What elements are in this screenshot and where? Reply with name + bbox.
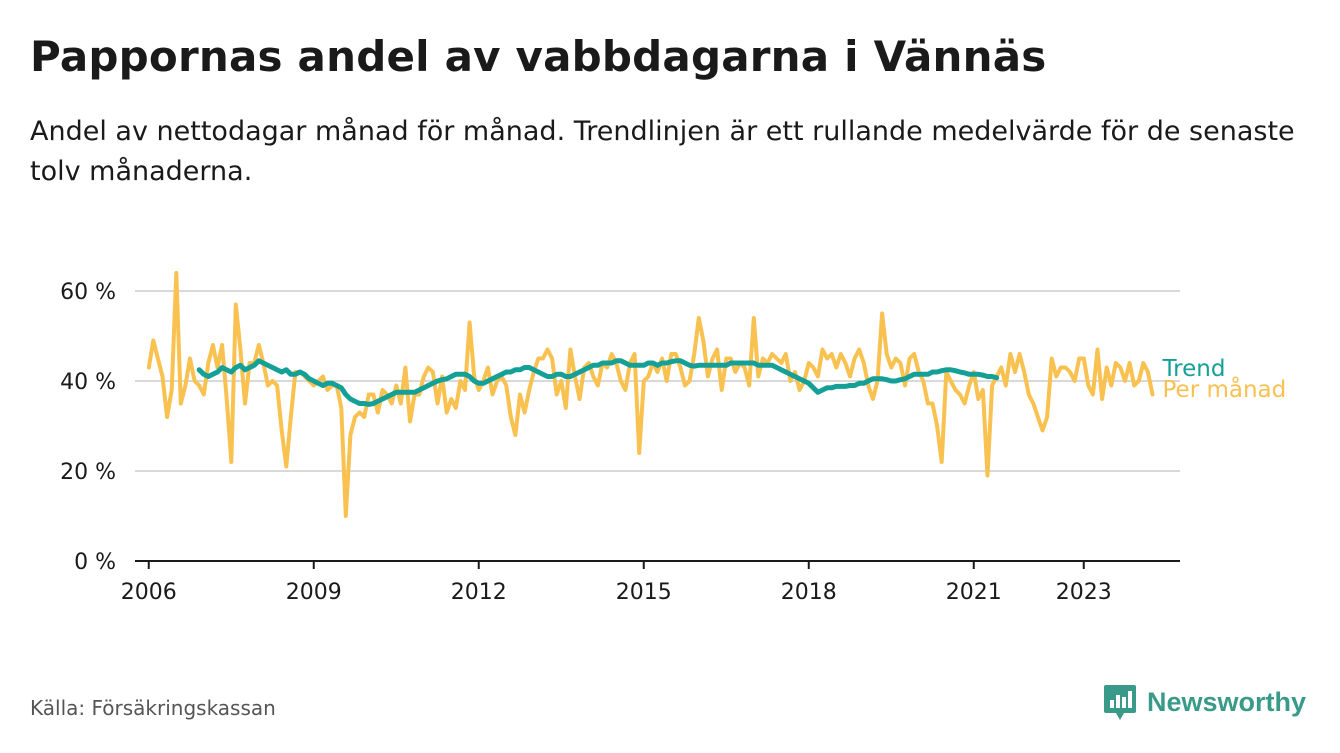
brand-logo[interactable]: Newsworthy: [1103, 682, 1306, 722]
trend-line: [196, 358, 1000, 407]
x-tick-label: 2012: [451, 580, 507, 605]
y-tick-label: 20 %: [60, 460, 116, 485]
y-tick-label: 60 %: [60, 280, 116, 305]
x-tick-labels: 2006 2009 2012 2015 2018 2021 2023: [121, 580, 1112, 605]
y-gridlines: [135, 290, 1180, 472]
brand-name: Newsworthy: [1147, 686, 1307, 717]
y-tick-labels: 0 % 20 % 40 % 60 %: [60, 280, 116, 575]
x-tick-label: 2006: [121, 580, 177, 605]
x-tick-label: 2021: [946, 580, 1002, 605]
y-tick-label: 0 %: [74, 550, 116, 575]
per-month-line: [146, 271, 1155, 518]
newsworthy-logo-icon: [1104, 685, 1136, 720]
trend-series-label: Trend: [1162, 356, 1226, 382]
per-month-series-label: Per månad: [1163, 375, 1287, 403]
x-tick-label: 2023: [1056, 580, 1112, 605]
x-tick-label: 2018: [781, 580, 837, 605]
x-ticks: [147, 561, 1085, 569]
source-note: Källa: Försäkringskassan: [30, 696, 276, 720]
chart-title: Pappornas andel av vabbdagarna i Vännäs: [30, 32, 1047, 81]
chart-subtitle: Andel av nettodagar månad för månad. Tre…: [30, 116, 1295, 187]
x-tick-label: 2009: [286, 580, 342, 605]
x-tick-label: 2015: [616, 580, 672, 605]
y-tick-label: 40 %: [60, 370, 116, 395]
